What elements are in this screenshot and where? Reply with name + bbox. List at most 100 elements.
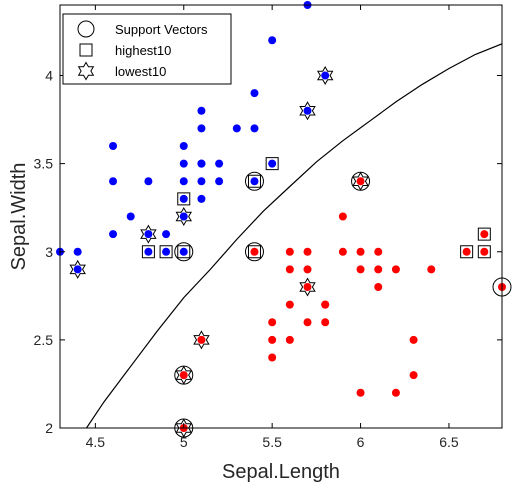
x-tick-label: 4.5 — [86, 434, 106, 450]
red-data-point — [285, 247, 294, 256]
highest10-marker — [477, 227, 491, 241]
red-data-point — [285, 265, 294, 274]
red-data-point — [356, 247, 365, 256]
lowest10-marker — [352, 171, 369, 191]
blue-data-point — [250, 177, 259, 186]
blue-data-point — [109, 177, 118, 186]
x-tick-label: 6.5 — [439, 434, 459, 450]
blue-data-point — [197, 177, 206, 186]
legend-entry-label: Support Vectors — [115, 22, 208, 37]
support-vector-marker — [244, 242, 264, 262]
x-tick-label: 5.5 — [262, 434, 282, 450]
red-data-point — [480, 247, 489, 256]
red-data-point — [303, 265, 312, 274]
blue-data-point — [321, 71, 330, 80]
blue-data-point — [162, 247, 171, 256]
legend-box — [62, 13, 232, 85]
blue-data-point — [73, 265, 82, 274]
blue-data-point — [162, 230, 171, 239]
lowest10-marker — [175, 365, 192, 385]
red-data-point — [391, 265, 400, 274]
y-tick-label: 3 — [45, 244, 53, 260]
blue-data-point — [144, 247, 153, 256]
red-data-point — [321, 318, 330, 327]
blue-data-point — [197, 159, 206, 168]
lowest10-marker — [69, 259, 86, 279]
blue-data-point — [144, 230, 153, 239]
y-axis-label: Sepal.Width — [8, 163, 30, 271]
legend: Support Vectors highest10 lowest10 — [62, 13, 232, 85]
legend-square-icon — [79, 43, 93, 57]
legend-hexagram-icon — [77, 61, 95, 81]
blue-data-point — [109, 230, 118, 239]
red-data-point — [356, 265, 365, 274]
highest10-marker — [141, 245, 155, 259]
blue-data-point — [232, 124, 241, 133]
lowest10-marker — [175, 206, 192, 227]
legend-circle-icon — [77, 20, 95, 38]
blue-data-point — [197, 194, 206, 203]
blue-data-point — [179, 212, 188, 221]
blue-data-point — [179, 142, 188, 150]
red-data-point — [374, 265, 383, 274]
red-data-point — [321, 300, 330, 309]
highest10-marker — [265, 157, 279, 171]
red-data-point — [197, 335, 206, 344]
plot-frame — [59, 4, 503, 429]
blue-data-point — [250, 124, 259, 133]
red-data-point — [338, 212, 347, 221]
blue-data-point — [144, 177, 153, 186]
red-data-point — [356, 388, 365, 397]
lowest10-marker — [175, 418, 192, 438]
blue-data-point — [197, 124, 206, 133]
legend-entry-label: highest10 — [115, 43, 171, 58]
lowest10-marker — [140, 224, 157, 244]
blue-data-point — [179, 247, 188, 256]
red-data-point — [285, 300, 294, 309]
red-data-point — [356, 177, 365, 186]
y-tick-label: 2.5 — [34, 332, 54, 348]
red-data-point — [303, 283, 312, 291]
y-tick-label: 3.5 — [34, 156, 54, 172]
highest10-marker — [247, 245, 261, 259]
blue-data-point — [179, 194, 188, 203]
red-data-point — [303, 318, 312, 327]
y-tick-label: 2 — [45, 420, 53, 436]
highest10-marker — [477, 245, 491, 259]
red-data-point — [374, 283, 383, 291]
blue-data-point — [215, 159, 224, 168]
red-data-point — [268, 353, 277, 362]
blue-data-point — [109, 142, 118, 150]
red-data-point — [374, 247, 383, 256]
red-data-point — [409, 371, 418, 380]
red-data-point — [427, 265, 436, 274]
blue-data-point — [73, 247, 82, 256]
lowest10-marker — [299, 101, 316, 121]
blue-data-point — [179, 177, 188, 186]
red-data-point — [250, 247, 259, 256]
x-tick-label: 6 — [357, 434, 365, 450]
blue-data-point — [179, 159, 188, 168]
red-data-point — [303, 247, 312, 256]
highest10-marker — [460, 245, 474, 259]
blue-data-point — [268, 159, 277, 168]
support-vector-marker — [244, 171, 264, 191]
blue-data-point — [250, 89, 259, 98]
highest10-marker — [177, 192, 191, 206]
blue-data-point — [126, 212, 135, 221]
red-data-point — [285, 335, 294, 344]
lowest10-marker — [299, 277, 316, 297]
decision-boundary-line — [86, 43, 502, 428]
legend-entry-label: lowest10 — [115, 64, 166, 79]
x-axis-label: Sepal.Length — [222, 461, 340, 483]
red-data-point — [268, 335, 277, 344]
highest10-marker — [177, 245, 191, 259]
y-tick-label: 4 — [45, 68, 53, 84]
blue-data-point — [215, 177, 224, 186]
red-data-point — [179, 371, 188, 380]
blue-data-point — [197, 106, 206, 115]
blue-data-point — [303, 106, 312, 115]
lowest10-marker — [193, 330, 210, 350]
red-data-point — [338, 247, 347, 256]
